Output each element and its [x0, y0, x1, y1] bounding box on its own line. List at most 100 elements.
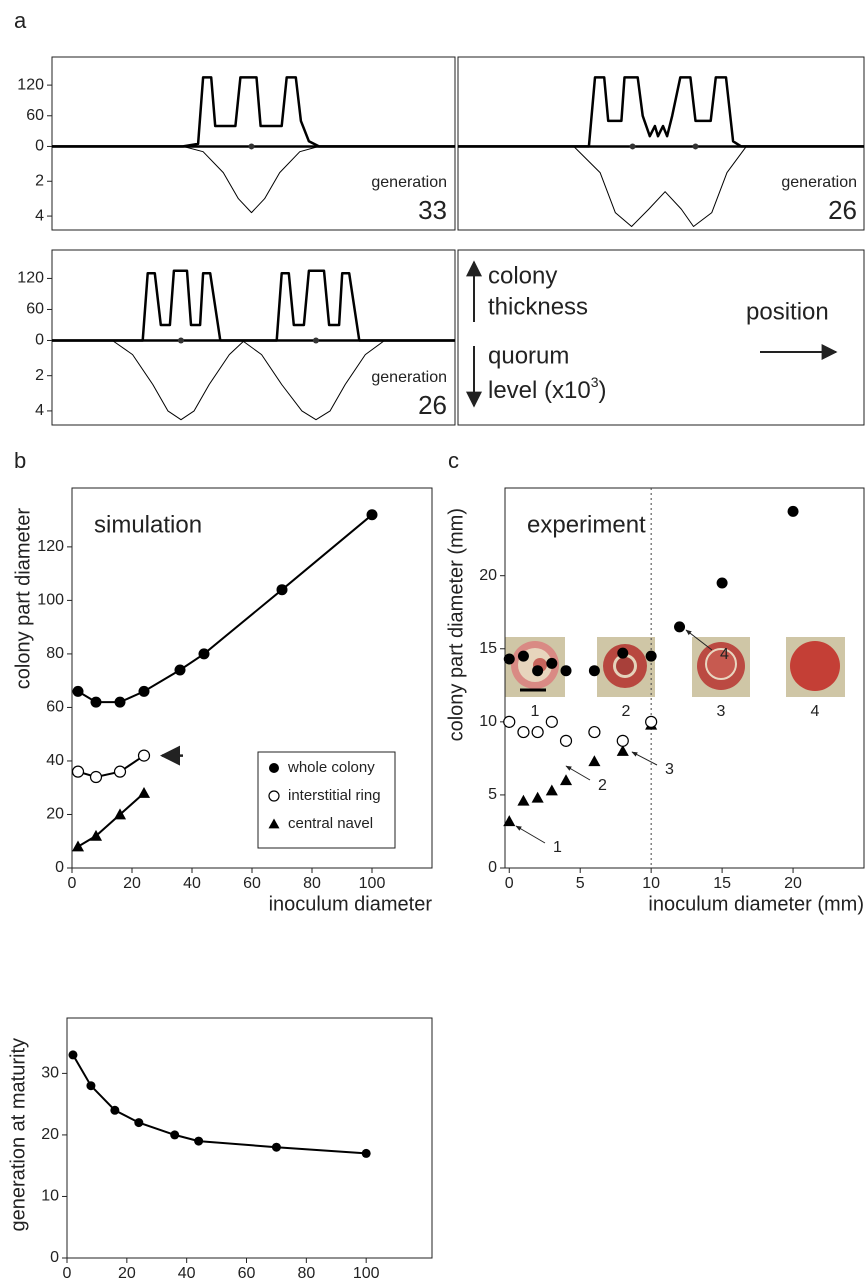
plot-box	[51, 56, 456, 231]
x-tick-label: 20	[118, 1265, 136, 1281]
y-tick-label: 0	[55, 859, 64, 876]
y-tick-label: 0	[50, 1249, 59, 1266]
circle-marker	[546, 657, 558, 669]
triangle-marker	[503, 815, 516, 827]
circle-marker	[503, 715, 516, 728]
circle-marker	[269, 763, 279, 773]
y-tick-label: 60	[46, 699, 64, 716]
circle-marker	[616, 734, 629, 747]
y-tick-label: 80	[46, 645, 64, 662]
circle-marker	[114, 696, 126, 708]
photos: 1 2 3 4	[505, 637, 845, 720]
circle-marker	[138, 685, 150, 697]
panel-label: b	[14, 448, 26, 473]
thickness-curve	[458, 76, 864, 148]
circle-marker	[588, 665, 600, 677]
y-tick-label: 10	[41, 1188, 59, 1205]
colony-center	[312, 337, 319, 344]
y-tick-label: 30	[41, 1065, 59, 1082]
photo-label: 1	[531, 703, 540, 720]
x-tick-label: 40	[178, 1265, 196, 1281]
y-tick-label: 120	[17, 76, 44, 93]
circle-marker	[716, 577, 728, 589]
series-line	[77, 792, 145, 848]
circle-marker	[560, 665, 572, 677]
callout-arrow	[565, 765, 591, 781]
circle-marker	[532, 665, 544, 677]
callout-label: 1	[553, 839, 562, 856]
x-tick-label: 0	[68, 875, 77, 892]
circle-marker	[110, 1105, 120, 1115]
colony	[790, 641, 840, 691]
plot-annotation: experiment	[527, 511, 646, 538]
x-tick-label: 40	[183, 875, 201, 892]
x-tick-label: 80	[303, 875, 321, 892]
x-tick-label: 5	[576, 875, 585, 892]
x-tick-label: 15	[713, 875, 731, 892]
x-tick-label: 100	[353, 1265, 380, 1281]
x-tick-label: 0	[63, 1265, 72, 1281]
photo-label: 3	[717, 703, 726, 720]
thickness-curve	[52, 76, 455, 148]
legend-label: central navel	[288, 815, 373, 832]
key-text: colony	[488, 262, 557, 289]
circle-marker	[276, 584, 288, 596]
circle-marker	[645, 715, 658, 728]
circle-marker	[674, 621, 686, 633]
circle-marker	[170, 1130, 180, 1140]
y-tick-label: 10	[479, 713, 497, 730]
y-tick-label: 60	[26, 301, 44, 318]
y2-tick-label: 2	[35, 172, 44, 189]
colony-center	[692, 143, 699, 150]
triangle-marker	[616, 745, 629, 756]
circle-marker	[617, 647, 629, 659]
triangle-marker	[545, 784, 558, 796]
key-text: level (x103)	[488, 374, 607, 405]
circle-marker	[517, 650, 529, 662]
plot-annotation: simulation	[94, 511, 202, 538]
callout-label: 4	[720, 646, 729, 663]
y-tick-label: 0	[488, 859, 497, 876]
circle-marker	[68, 1050, 78, 1060]
callout-arrow	[631, 751, 658, 766]
x-tick-label: 60	[243, 875, 261, 892]
triangle-marker	[588, 755, 601, 767]
callout-label: 3	[665, 761, 674, 778]
colony-center	[177, 337, 184, 344]
y-tick-label: 40	[46, 752, 64, 769]
x-axis-label: inoculum diameter (mm)	[648, 893, 864, 915]
y-axis-label: generation at maturity	[7, 1038, 29, 1231]
y-tick-label: 0	[35, 332, 44, 349]
circle-marker	[137, 749, 151, 762]
quorum-curve	[458, 145, 864, 227]
callout-label: 2	[598, 777, 607, 794]
key-text-part: )	[599, 377, 607, 404]
x-axis-label: inoculum diameter	[269, 893, 433, 915]
colony-center	[248, 143, 255, 150]
y-axis-label: colony part diameter	[12, 508, 34, 690]
colony-navel	[616, 657, 634, 675]
generation-label: generation	[781, 174, 857, 191]
x-tick-label: 80	[297, 1265, 315, 1281]
circle-marker	[645, 650, 657, 662]
y-tick-label: 20	[479, 567, 497, 584]
x-tick-label: 0	[505, 875, 514, 892]
circle-marker	[503, 653, 515, 665]
circle-marker	[86, 1081, 96, 1091]
triangle-marker	[71, 840, 85, 852]
series-line	[77, 514, 373, 704]
series-line	[72, 1054, 367, 1155]
circle-marker	[531, 725, 544, 739]
circle-marker	[134, 1118, 144, 1128]
y-tick-label: 0	[35, 138, 44, 155]
thickness-curve	[52, 269, 455, 342]
y-tick-label: 15	[479, 640, 497, 657]
quorum-curve	[52, 145, 455, 214]
circle-marker	[268, 790, 280, 802]
circle-marker	[271, 1142, 281, 1152]
callout-arrow	[515, 825, 546, 844]
circle-marker	[71, 765, 85, 778]
plot-box	[66, 1017, 433, 1259]
colony-center	[629, 143, 636, 150]
y-tick-label: 120	[17, 270, 44, 287]
